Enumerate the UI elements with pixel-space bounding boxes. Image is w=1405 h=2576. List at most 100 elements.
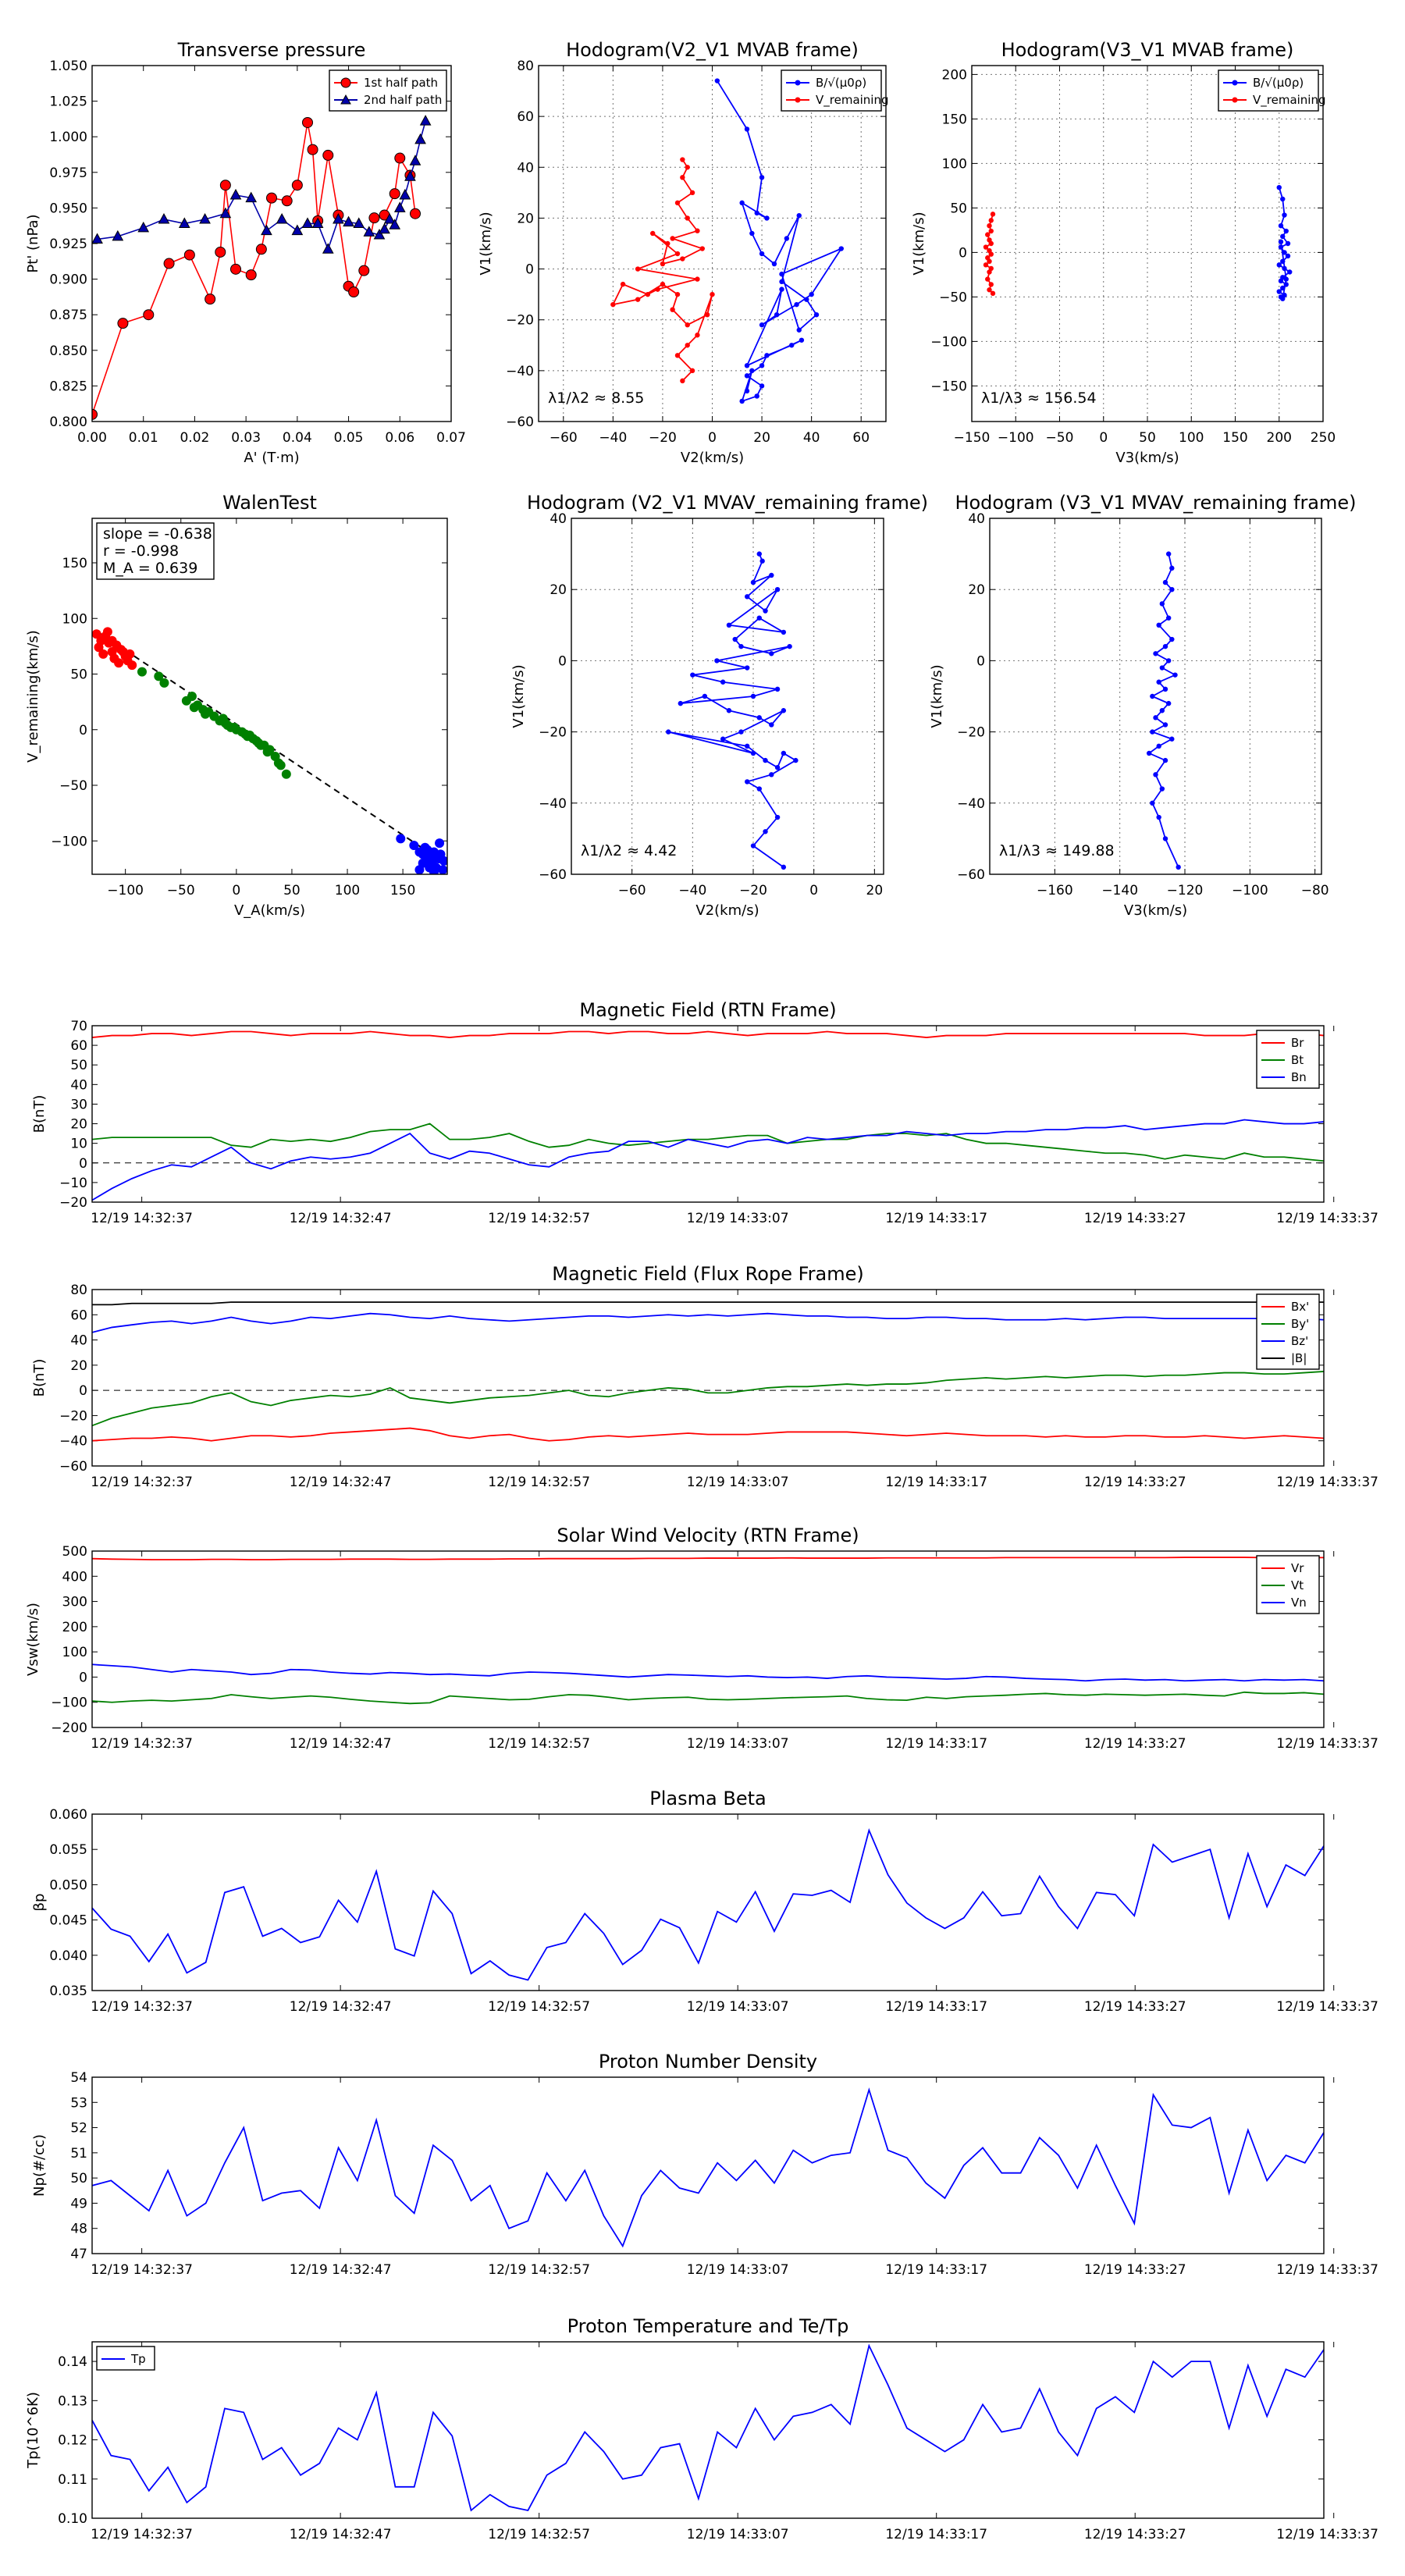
x-tick-label: 0.07 [436,430,466,446]
data-point [1280,285,1286,291]
data-point [311,217,324,228]
data-point [439,856,447,866]
chart-p1: Transverse pressure 0.00 0.01 0.02 0.03 0.04 0… [25,39,466,466]
series-line-1 [92,1371,1324,1427]
data-point [745,665,750,671]
data-point [1285,240,1291,247]
chart-p7: Magnetic Field (RTN Frame) 12/19 14:32:37… [31,999,1378,1226]
x-tick-label: 0.04 [283,430,312,446]
x-tick-label: 0.01 [129,430,158,446]
x-tick-label: −120 [1167,883,1204,898]
x-tick-label: 12/19 14:33:27 [1084,1211,1186,1226]
data-point [754,393,759,399]
y-tick-label: 40 [70,1077,87,1093]
x-tick-label: 12/19 14:33:37 [1276,1999,1378,2015]
series-line-0 [92,1557,1324,1560]
y-tick-label: 50 [70,2171,87,2186]
data-point [813,312,820,318]
y-tick-label: 0.975 [49,165,87,181]
data-point [281,195,293,207]
legend-label: B/√(μ0ρ) [1253,76,1304,90]
y-tick-label: 150 [942,112,967,127]
data-point [774,587,781,592]
data-point [1162,643,1168,649]
data-point [666,729,671,735]
stats-line: r = -0.998 [103,543,179,560]
data-point [1150,800,1155,806]
y-tick-label: 400 [62,1569,87,1585]
x-tick-label: 12/19 14:33:17 [885,2262,987,2278]
data-point [368,212,380,224]
data-point [781,629,787,635]
y-tick-label: 500 [62,1544,87,1560]
chart-title: Hodogram(V2_V1 MVAB frame) [566,39,859,61]
plot-area [666,551,799,870]
x-tick-label: 20 [753,430,770,446]
x-tick-label: 12/19 14:32:57 [488,1475,590,1490]
chart-p10: Plasma Beta 12/19 14:32:37 12/19 14:32:47 1… [31,1788,1378,2015]
x-tick-label: 12/19 14:32:47 [290,1736,392,1752]
y-tick-label: 50 [70,667,87,683]
legend-label: Vr [1291,1561,1304,1575]
y-tick-label: −20 [539,725,567,741]
y-tick-label: 150 [62,556,87,571]
fit-line [97,631,443,862]
data-point [187,692,197,701]
x-axis-label: V2(km/s) [681,450,744,466]
x-tick-label: 12/19 14:32:37 [91,1999,193,2015]
axes-frame [91,1550,1325,1728]
plot-area [92,2343,1324,2512]
data-point [394,152,406,164]
data-point [1169,636,1175,642]
x-tick-label: 0.00 [77,430,107,446]
data-point [266,192,277,204]
data-point [685,215,690,221]
data-point [396,834,406,844]
data-point [1278,223,1284,229]
y-tick-label: 1.050 [49,59,87,74]
data-point [158,212,170,224]
y-tick-label: −60 [59,1459,87,1475]
data-point [438,865,447,874]
data-point [393,201,406,212]
series-line-0 [92,2087,1324,2248]
chart-title: WalenTest [222,492,317,514]
legend-label: Tp [130,2352,146,2366]
y-tick-label: 0.035 [49,1984,87,1999]
y-tick-label: −100 [51,1695,87,1711]
y-tick-label: 0 [79,723,87,738]
x-tick-label: 12/19 14:33:17 [885,1475,987,1490]
data-point [322,243,334,254]
data-point [373,229,386,240]
data-point [680,256,685,262]
data-point [92,629,101,639]
data-point [674,251,681,257]
y-tick-label: −100 [930,334,967,350]
data-point [674,353,681,358]
data-point [720,679,726,685]
y-tick-label: 20 [517,211,534,226]
stats-line: M_A = 0.639 [103,560,197,577]
chart-p9: Solar Wind Velocity (RTN Frame) 12/19 14:… [25,1525,1378,1752]
y-tick-label: 0 [79,1670,87,1685]
plot-area [92,1301,1324,1442]
data-point [363,226,375,237]
data-point [1165,658,1172,664]
plot-area [92,627,447,874]
plot-area [983,184,1293,301]
data-point [265,745,275,755]
data-point [678,700,684,706]
data-point [665,240,670,247]
x-tick-label: −60 [618,883,646,898]
x-tick-label: −140 [1101,883,1138,898]
chart-title: Transverse pressure [177,39,366,61]
y-tick-label: 100 [62,1645,87,1660]
data-point [759,383,765,389]
x-tick-label: 12/19 14:32:57 [488,1211,590,1226]
chart-title: Hodogram (V2_V1 MVAV_remaining frame) [527,492,928,514]
series-line-2 [92,1312,1324,1333]
y-tick-label: 51 [70,2146,87,2161]
x-tick-label: 12/19 14:32:47 [290,1211,392,1226]
plot-area [92,1828,1324,1981]
y-axis-label: V_remaining(km/s) [25,630,41,763]
